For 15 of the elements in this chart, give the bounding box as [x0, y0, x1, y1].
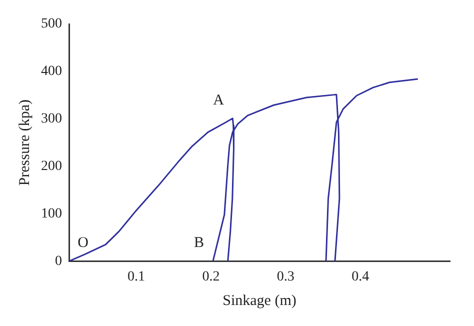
y-tick-label: 400 — [41, 64, 62, 80]
y-axis-title: Pressure (kpa) — [16, 99, 33, 186]
x-tick-label: 0.2 — [202, 269, 220, 284]
y-tick-label: 300 — [41, 112, 62, 127]
x-tick-label: 0.1 — [127, 269, 145, 284]
y-tick-label: 100 — [41, 206, 62, 222]
y-tick-label: 0 — [55, 254, 62, 269]
x-tick-label: 0.4 — [352, 269, 370, 284]
annotation: O — [78, 235, 89, 252]
annotation: A — [213, 92, 224, 108]
annotation: B — [194, 235, 204, 252]
x-axis-title: Sinkage (m) — [222, 292, 296, 309]
y-tick-label: 500 — [41, 16, 62, 32]
x-tick-label: 0.3 — [276, 269, 294, 284]
y-tick-label: 200 — [41, 158, 62, 174]
